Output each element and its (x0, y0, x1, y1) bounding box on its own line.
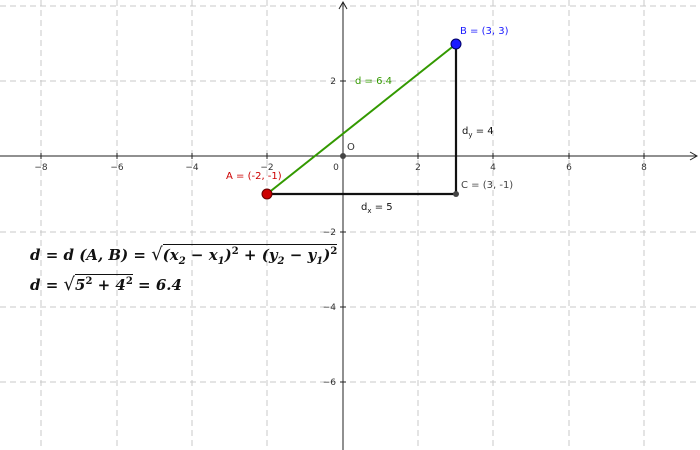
x-tick-label: 0 (333, 163, 339, 173)
y-tick-label: −2 (323, 228, 336, 238)
formula1-exp: 2 (231, 246, 239, 257)
formula1-exp: 2 (330, 246, 338, 257)
formula1-sub: 2 (277, 256, 285, 267)
x-tick-label: −2 (260, 163, 273, 173)
y-tick-labels: 2 −2 −4 −6 (323, 77, 337, 388)
point-a-label: A = (-2, -1) (226, 171, 282, 182)
point-a[interactable] (261, 188, 273, 200)
x-tick-label: 6 (566, 163, 572, 173)
x-tick-label: −4 (185, 163, 199, 173)
x-tick-label: 4 (490, 163, 496, 173)
distance-formula: d = d (A, B) = √(x2 − x1)2 + (y2 − y1)2 (30, 244, 338, 267)
segment-d[interactable] (266, 43, 457, 195)
origin-point[interactable] (340, 153, 346, 159)
formula1-sub: 1 (217, 256, 225, 267)
x-axis-arrow-icon (689, 151, 699, 161)
point-c[interactable] (453, 191, 459, 197)
dx-label-sub: x (367, 207, 371, 215)
formula2-exp: 2 (125, 276, 133, 287)
dx-label-main: d (361, 202, 367, 213)
dx-label-rest: = 5 (372, 202, 393, 213)
x-tick-labels: −8 −6 −4 −2 0 2 4 6 8 (34, 163, 647, 173)
formula1-part: + (y (238, 246, 278, 264)
formula1-sub: 1 (316, 256, 324, 267)
segment-dy-label: dy = 4 (462, 126, 494, 139)
formula1-part: − y (284, 246, 317, 264)
formula2-radicand: 52 + 42 (75, 274, 133, 294)
y-tick-label: −6 (323, 378, 337, 388)
y-tick-label: −4 (323, 303, 337, 313)
formula1-radicand: (x2 − x1)2 + (y2 − y1)2 (162, 244, 338, 267)
segment-d-label: d = 6.4 (355, 76, 392, 87)
x-tick-label: −6 (110, 163, 124, 173)
distance-result-formula: d = √52 + 42 = 6.4 (30, 274, 182, 295)
formula2-rhs: = 6.4 (132, 276, 182, 294)
dy-label-rest: = 4 (473, 126, 494, 137)
sqrt-icon: √ (63, 274, 75, 295)
y-axis-arrow-icon (338, 0, 348, 10)
formula1-sub: 2 (178, 256, 186, 267)
formula1-part: ) (323, 246, 331, 264)
formula2-exp: 2 (85, 276, 93, 287)
y-tick-label: 2 (330, 77, 336, 87)
origin-label: O (347, 142, 355, 153)
formula1-part: ) (224, 246, 232, 264)
point-b-label: B = (3, 3) (460, 26, 509, 37)
dy-label-sub: y (468, 131, 472, 139)
x-tick-label: −8 (34, 163, 48, 173)
formula1-lhs: d = d (A, B) = (30, 246, 152, 264)
segment-dx-label: dx = 5 (361, 202, 393, 215)
formula1-part: (x (162, 246, 179, 264)
formula2-part: 5 (75, 276, 86, 294)
formula1-part: − x (185, 246, 218, 264)
point-c-label: C = (3, -1) (461, 180, 513, 191)
formula2-lhs: d = (30, 276, 64, 294)
sqrt-icon: √ (151, 244, 163, 265)
dy-label-main: d (462, 126, 468, 137)
formula2-part: + 4 (92, 276, 126, 294)
x-tick-label: 2 (415, 163, 421, 173)
point-b[interactable] (450, 38, 462, 50)
x-tick-label: 8 (641, 163, 647, 173)
